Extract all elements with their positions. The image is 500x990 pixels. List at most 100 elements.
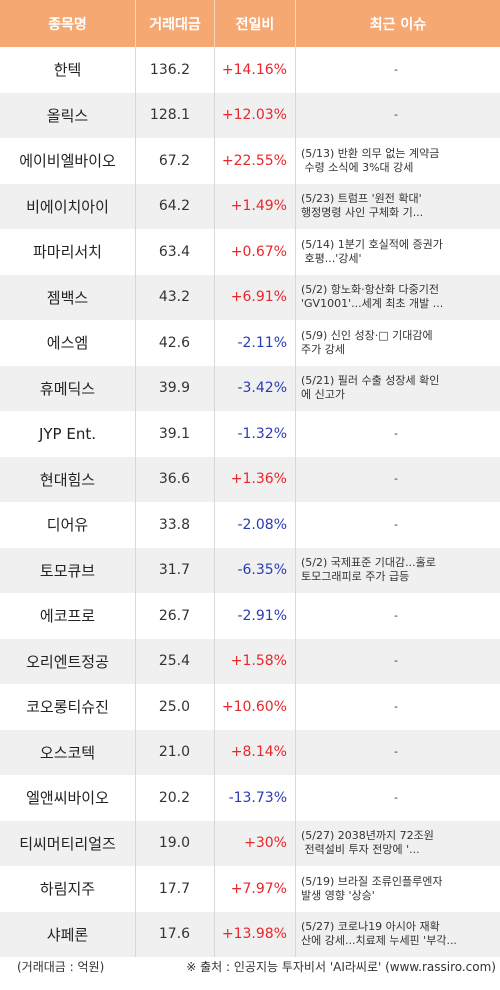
recent-issue-text: - bbox=[394, 654, 398, 668]
price-change: -2.11% bbox=[215, 320, 296, 366]
price-change: +1.49% bbox=[215, 183, 296, 229]
price-change: +1.36% bbox=[215, 456, 296, 502]
stock-name: 에이비엘바이오 bbox=[0, 138, 136, 184]
stock-name: 디어유 bbox=[0, 502, 136, 548]
stock-name: 한텍 bbox=[0, 47, 136, 93]
table-row: 샤페론 17.6 +13.98% (5/27) 코로나19 아시아 재확 산에 강세.… bbox=[0, 911, 500, 958]
recent-issue-text: - bbox=[394, 517, 398, 531]
recent-issue-text: (5/19) 브라질 조류인플루엔자 발생 영향 '상승' bbox=[301, 874, 443, 902]
table-row: 에코프로 26.7 -2.91% - bbox=[0, 593, 500, 639]
stock-name: 오리엔트정공 bbox=[0, 638, 136, 684]
stock-name: 토모큐브 bbox=[0, 547, 136, 593]
recent-issue-text: (5/9) 신인 성장·□ 기대감에 주가 강세 bbox=[301, 328, 433, 356]
recent-issue: (5/23) 트럼프 '원전 확대' 행정명령 사인 구체화 기... bbox=[296, 184, 500, 230]
price-change: -6.35% bbox=[215, 547, 296, 593]
table-row: 에이비엘바이오 67.2 +22.55% (5/13) 반환 의무 없는 계약금 수령… bbox=[0, 138, 500, 184]
table-row: 하림지주 17.7 +7.97% (5/19) 브라질 조류인플루엔자 발생 영향 '… bbox=[0, 866, 500, 912]
trade-volume: 63.4 bbox=[136, 229, 215, 275]
table-row: 현대힘스 36.6 +1.36% - bbox=[0, 456, 500, 503]
trade-volume: 20.2 bbox=[136, 775, 215, 821]
recent-issue-text: - bbox=[394, 426, 398, 440]
recent-issue-text: (5/14) 1분기 호실적에 증권가 호평...'강세' bbox=[301, 237, 443, 265]
trade-volume: 64.2 bbox=[136, 183, 215, 229]
recent-issue-text: - bbox=[394, 472, 398, 486]
trade-volume: 136.2 bbox=[136, 47, 215, 93]
stock-name: 하림지주 bbox=[0, 866, 136, 912]
recent-issue-text: (5/2) 국제표준 기대감...홀로 토모그래피로 주가 급등 bbox=[301, 556, 436, 584]
price-change: -3.42% bbox=[215, 365, 296, 411]
recent-issue-text: - bbox=[394, 745, 398, 759]
header-name: 종목명 bbox=[0, 0, 136, 47]
recent-issue-text: - bbox=[394, 62, 398, 76]
recent-issue: - bbox=[296, 730, 500, 776]
recent-issue: - bbox=[296, 502, 500, 548]
trade-volume: 19.0 bbox=[136, 820, 215, 866]
stock-name: 젬백스 bbox=[0, 274, 136, 320]
table-row: 코오롱티슈진 25.0 +10.60% - bbox=[0, 684, 500, 730]
price-change: -13.73% bbox=[215, 775, 296, 821]
recent-issue-text: (5/21) 필러 수출 성장세 확인 에 신고가 bbox=[301, 374, 440, 402]
recent-issue-text: - bbox=[394, 108, 398, 122]
price-change: +22.55% bbox=[215, 138, 296, 184]
table-row: 에스엠 42.6 -2.11% (5/9) 신인 성장·□ 기대감에 주가 강세 bbox=[0, 320, 500, 366]
stock-name: 티씨머티리얼즈 bbox=[0, 820, 136, 866]
stock-name: 엘앤씨바이오 bbox=[0, 775, 136, 821]
recent-issue: (5/21) 필러 수출 성장세 확인 에 신고가 bbox=[296, 366, 500, 412]
footer-source: ※ 출처 : 인공지능 투자비서 'AI라씨로' (www.rassiro.co… bbox=[186, 960, 496, 974]
stock-name: 에스엠 bbox=[0, 320, 136, 366]
price-change: +12.03% bbox=[215, 92, 296, 138]
stock-name: 코오롱티슈진 bbox=[0, 684, 136, 730]
table-body: 한텍 136.2 +14.16% - 올릭스 128.1 +12.03% - 에이비엘바이오 67… bbox=[0, 47, 500, 957]
recent-issue-text: (5/2) 항노화·항산화 다중기전 'GV1001'...세계 최초 개발 .… bbox=[301, 283, 444, 311]
footer: (거래대금 : 억원) ※ 출처 : 인공지능 투자비서 'AI라씨로' (ww… bbox=[0, 958, 500, 986]
trade-volume: 26.7 bbox=[136, 593, 215, 639]
recent-issue: - bbox=[296, 457, 500, 503]
trade-volume: 128.1 bbox=[136, 92, 215, 138]
recent-issue: (5/27) 코로나19 아시아 재확 산에 강세...치료제 누세핀 '부각.… bbox=[296, 912, 500, 958]
header-change: 전일비 bbox=[215, 0, 296, 47]
trade-volume: 17.7 bbox=[136, 866, 215, 912]
footer-unit: (거래대금 : 억원) bbox=[17, 960, 105, 974]
recent-issue: (5/13) 반환 의무 없는 계약금 수령 소식에 3%대 강세 bbox=[296, 138, 500, 184]
trade-volume: 36.6 bbox=[136, 456, 215, 502]
recent-issue: - bbox=[296, 47, 500, 93]
table-row: 티씨머티리얼즈 19.0 +30% (5/27) 2038년까지 72조원 전력설비 … bbox=[0, 820, 500, 867]
stock-name: 파마리서치 bbox=[0, 229, 136, 275]
recent-issue: - bbox=[296, 639, 500, 685]
price-change: -2.08% bbox=[215, 502, 296, 548]
table-row: 오리엔트정공 25.4 +1.58% - bbox=[0, 638, 500, 685]
stock-name: 비에이치아이 bbox=[0, 183, 136, 229]
recent-issue: - bbox=[296, 775, 500, 821]
recent-issue: (5/9) 신인 성장·□ 기대감에 주가 강세 bbox=[296, 320, 500, 366]
recent-issue: (5/14) 1분기 호실적에 증권가 호평...'강세' bbox=[296, 229, 500, 275]
price-change: +10.60% bbox=[215, 684, 296, 730]
recent-issue: - bbox=[296, 684, 500, 730]
table-row: 토모큐브 31.7 -6.35% (5/2) 국제표준 기대감...홀로 토모그래피로… bbox=[0, 547, 500, 593]
recent-issue: (5/27) 2038년까지 72조원 전력설비 투자 전망에 '... bbox=[296, 821, 500, 867]
recent-issue-text: (5/27) 코로나19 아시아 재확 산에 강세...치료제 누세핀 '부각.… bbox=[301, 920, 457, 948]
trade-volume: 39.9 bbox=[136, 365, 215, 411]
trade-volume: 25.0 bbox=[136, 684, 215, 730]
table-row: 올릭스 128.1 +12.03% - bbox=[0, 92, 500, 138]
stock-name: 오스코텍 bbox=[0, 729, 136, 775]
stock-table: 종목명 거래대금 전일비 최근 이슈 한텍 136.2 +14.16% - 올릭스 128… bbox=[0, 0, 500, 957]
table-row: 젬백스 43.2 +6.91% (5/2) 항노화·항산화 다중기전 'GV1001'… bbox=[0, 274, 500, 321]
recent-issue: (5/2) 항노화·항산화 다중기전 'GV1001'...세계 최초 개발 .… bbox=[296, 275, 500, 321]
price-change: +30% bbox=[215, 820, 296, 866]
table-row: 파마리서치 63.4 +0.67% (5/14) 1분기 호실적에 증권가 호평...… bbox=[0, 229, 500, 275]
price-change: -1.32% bbox=[215, 411, 296, 457]
recent-issue: (5/19) 브라질 조류인플루엔자 발생 영향 '상승' bbox=[296, 866, 500, 912]
trade-volume: 67.2 bbox=[136, 138, 215, 184]
trade-volume: 21.0 bbox=[136, 729, 215, 775]
table-row: JYP Ent. 39.1 -1.32% - bbox=[0, 411, 500, 457]
stock-name: 올릭스 bbox=[0, 92, 136, 138]
recent-issue-text: (5/13) 반환 의무 없는 계약금 수령 소식에 3%대 강세 bbox=[301, 146, 440, 174]
trade-volume: 42.6 bbox=[136, 320, 215, 366]
table-row: 엘앤씨바이오 20.2 -13.73% - bbox=[0, 775, 500, 821]
recent-issue-text: (5/27) 2038년까지 72조원 전력설비 투자 전망에 '... bbox=[301, 829, 434, 857]
price-change: -2.91% bbox=[215, 593, 296, 639]
trade-volume: 43.2 bbox=[136, 274, 215, 320]
stock-name: 에코프로 bbox=[0, 593, 136, 639]
table-row: 디어유 33.8 -2.08% - bbox=[0, 502, 500, 548]
recent-issue-text: - bbox=[394, 699, 398, 713]
